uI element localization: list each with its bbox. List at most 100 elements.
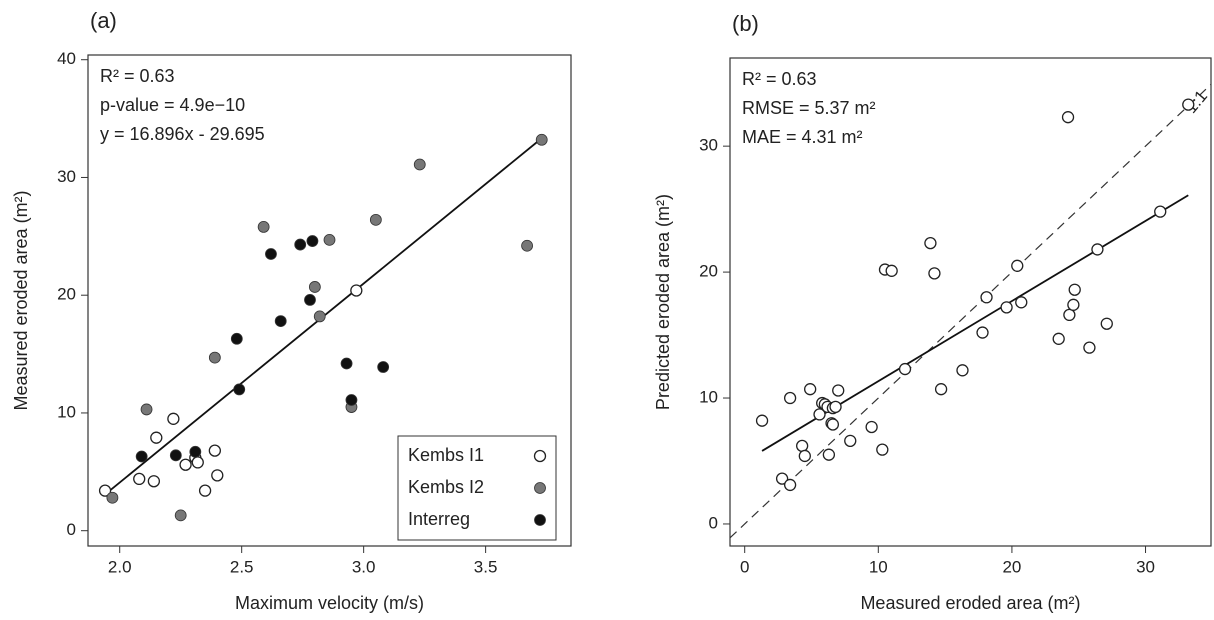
legend-box: [397, 435, 557, 541]
data-point: [377, 361, 390, 373]
data-point: [350, 284, 363, 297]
data-point: [1182, 98, 1195, 111]
data-point: [980, 291, 993, 304]
legend-marker: [534, 482, 546, 494]
x-tick-label: 2.0: [108, 557, 132, 576]
annotation: R² = 0.63: [742, 69, 817, 89]
data-point: [179, 458, 192, 471]
legend-label: Kembs I1: [408, 445, 484, 465]
data-point: [535, 133, 548, 146]
data-point: [369, 213, 382, 226]
data-point: [1100, 317, 1113, 330]
y-tick-label: 30: [57, 167, 76, 186]
data-point: [1061, 111, 1075, 124]
panel: (a) 2.0 2.5 3.0 3.5 0 10 20 30 40 Maximum velocity…: [11, 8, 572, 613]
data-point: [804, 383, 817, 396]
data-point: [934, 383, 948, 396]
data-point: [822, 448, 836, 461]
data-point: [928, 267, 941, 280]
y-axis-label: Measured eroded area (m²): [11, 190, 31, 410]
x-tick-label: 30: [1136, 557, 1155, 576]
data-point: [191, 456, 204, 469]
data-point: [230, 332, 243, 345]
data-point: [211, 469, 224, 482]
data-point: [167, 412, 180, 425]
data-point: [169, 449, 182, 462]
data-point: [783, 391, 797, 405]
annotation: MAE = 4.31 m²: [742, 127, 863, 147]
legend-marker: [533, 449, 547, 463]
data-point: [813, 408, 826, 421]
data-point: [521, 239, 533, 252]
y-tick-label: 0: [709, 513, 718, 532]
x-tick-label: 2.5: [230, 557, 254, 576]
data-point: [147, 475, 161, 488]
data-point: [265, 248, 277, 260]
data-point: [755, 414, 769, 427]
y-tick-label: 20: [699, 262, 718, 281]
data-point: [133, 472, 146, 486]
data-point: [233, 383, 246, 396]
data-point: [832, 384, 845, 397]
y-tick-label: 10: [57, 402, 76, 421]
data-point: [1068, 283, 1081, 296]
y-tick-label: 0: [67, 520, 76, 539]
data-point: [345, 394, 358, 406]
y-tick-label: 30: [699, 136, 718, 155]
data-point: [323, 233, 336, 246]
data-point: [924, 236, 937, 250]
data-point: [876, 443, 889, 456]
data-point: [98, 484, 112, 497]
data-point: [898, 362, 912, 376]
data-point: [1063, 308, 1076, 322]
data-point: [413, 158, 426, 171]
data-point: [798, 449, 811, 463]
data-point: [1052, 332, 1065, 345]
data-point: [783, 478, 797, 492]
panel: (b) 0 10 20 30 0 10 20 30 Measured eroded area (m…: [653, 11, 1212, 613]
x-tick-label: 20: [1002, 557, 1021, 576]
legend-marker: [534, 514, 546, 526]
data-point: [294, 238, 307, 251]
y-tick-label: 40: [57, 49, 76, 68]
plot-frame: [729, 57, 1212, 547]
data-point: [106, 491, 119, 504]
data-point: [174, 509, 187, 522]
data-point: [826, 418, 840, 431]
data-point: [208, 351, 221, 364]
y-axis-label: Predicted eroded area (m²): [653, 194, 673, 410]
data-point: [274, 315, 287, 328]
data-point: [775, 472, 789, 485]
data-point: [313, 310, 326, 323]
data-point: [865, 420, 878, 434]
data-point: [208, 444, 221, 457]
plot-frame: [87, 54, 572, 547]
annotation: p-value = 4.9e−10: [100, 95, 245, 115]
annotation: RMSE = 5.37 m²: [742, 98, 876, 118]
x-axis-label: Maximum velocity (m/s): [235, 593, 424, 613]
data-point: [198, 484, 212, 497]
data-point: [1015, 296, 1028, 309]
x-tick-label: 0: [740, 557, 749, 576]
y-tick-label: 20: [57, 285, 76, 304]
panel-label: (a): [90, 8, 117, 33]
data-point: [1011, 259, 1024, 272]
data-point: [976, 326, 989, 339]
annotation: y = 16.896x - 29.695: [100, 124, 265, 144]
data-point: [189, 445, 202, 458]
y-tick-label: 10: [699, 388, 718, 407]
data-point: [1000, 301, 1013, 314]
data-point: [1091, 243, 1104, 256]
x-tick-label: 3.5: [474, 557, 498, 576]
data-point: [340, 357, 353, 370]
data-point: [796, 439, 809, 453]
data-point: [1067, 298, 1080, 311]
data-point: [844, 434, 857, 447]
data-point: [306, 235, 319, 247]
x-axis-label: Measured eroded area (m²): [860, 593, 1080, 613]
annotation: R² = 0.63: [100, 66, 175, 86]
data-point: [829, 400, 842, 413]
identity-line: [729, 84, 1212, 539]
data-point: [308, 281, 321, 293]
data-point: [956, 364, 969, 377]
